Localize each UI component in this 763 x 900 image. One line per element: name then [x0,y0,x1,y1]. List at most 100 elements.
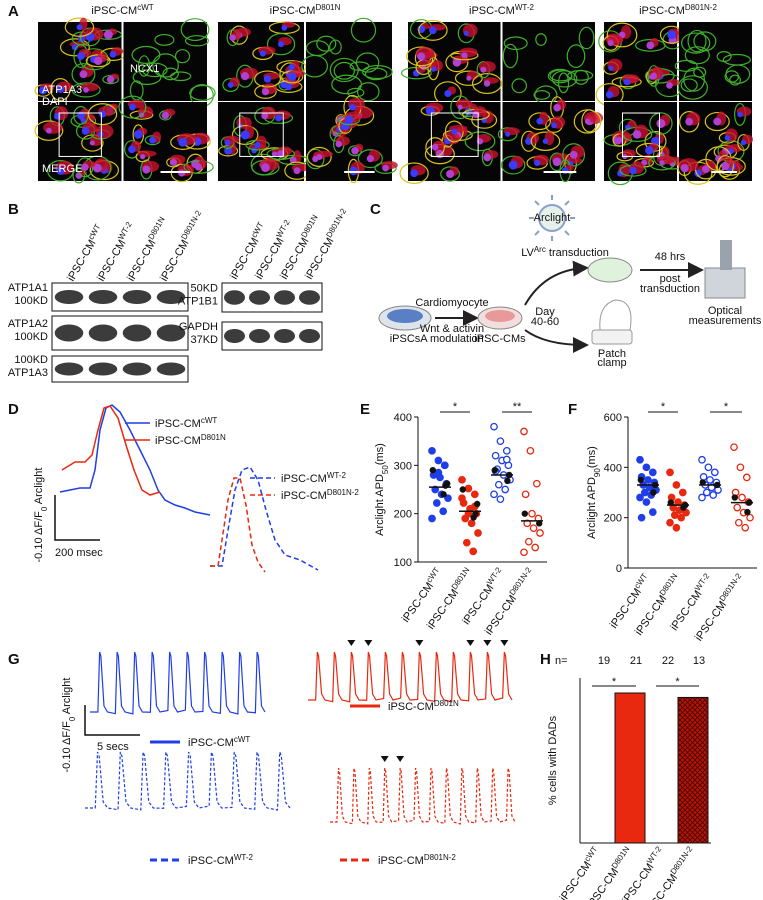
nucleus [382,164,389,172]
data-point [524,537,533,546]
data-point [710,468,719,477]
nucleus [103,30,113,40]
trace [59,404,211,516]
nucleus [480,66,487,73]
band [88,290,118,304]
cell-membrane [47,160,74,182]
cell-membrane [399,162,429,184]
band [54,324,84,342]
text-part: 90 [593,468,602,477]
text-part: cWT [249,220,265,239]
stain [95,124,114,139]
data-point [520,427,528,436]
text-part: LV [521,247,534,259]
nucleus [659,160,665,166]
nucleus [569,150,578,159]
data-point [702,488,711,497]
n-label: n= [555,655,568,667]
text-part: D801N-2 [668,844,694,876]
band [274,329,295,343]
text-part: iPSC-CM [95,238,128,284]
text-part: D801N-2 [179,208,203,241]
nucleus [737,111,743,118]
cell-membrane [680,78,698,92]
data-point [672,523,681,532]
band [122,362,152,376]
text-part: D801N-2 [507,565,533,597]
data-point [528,509,536,518]
cell-membrane [183,160,214,174]
y-tick-label: 600 [604,412,622,424]
legend-label: iPSC-CMD801N [388,699,459,714]
data-point-highlight [650,489,657,496]
nucleus [128,145,136,154]
data-point [666,518,674,527]
nucleus [76,24,83,31]
cell-membrane [533,90,551,100]
nucleus [584,118,591,125]
cell-membrane [306,148,325,170]
band [274,290,295,305]
text-part: WT-2 [234,853,254,862]
text-part: iPSC-CM [378,855,424,867]
band [156,324,186,342]
nucleus [629,166,637,175]
nucleus [194,163,203,171]
text-part: 0 [68,716,77,721]
cell-membrane [722,53,751,66]
cell-membrane [64,17,95,37]
text-part: iPSC-CM [585,866,621,900]
cell-membrane [59,38,90,57]
cell-membrane [716,155,734,178]
stain [136,150,157,157]
cell-membrane [118,95,147,119]
panel-letter: B [8,201,19,218]
dad-arrow [380,756,389,762]
text-part: D801N [315,3,340,12]
n-value: 22 [662,655,674,667]
data-point [434,468,443,477]
data-point [491,451,500,460]
nucleus [133,130,143,139]
nucleus [45,127,52,134]
data-point [521,490,530,499]
nucleus [429,26,437,35]
text-part: D801N-2 [717,571,743,603]
data-point [428,446,436,455]
data-point [642,463,651,472]
legend-label: iPSC-CMD801N-2 [378,853,456,868]
nucleus [349,166,358,176]
data-point [439,507,448,516]
data-point-highlight [680,504,687,511]
data-point [523,519,532,528]
panel-letter: G [8,651,20,668]
text-part: 50 [381,465,390,474]
text-part: iPSC-CM [158,238,191,284]
legend-label: iPSC-CMWT-2 [188,853,254,868]
cell-membrane [132,69,162,85]
virus [538,204,566,232]
cell-membrane [34,120,64,141]
cell-membrane [357,82,380,102]
text-part: WT-2 [693,571,712,592]
nucleus [605,90,614,99]
data-point [742,473,751,482]
text-part: 0 [40,506,49,511]
data-point [490,490,498,499]
data-point [734,518,743,527]
y-axis-label: Arclight APD50(ms) [374,443,390,536]
patch-rig [591,329,633,345]
bar [677,696,709,844]
n-value: 21 [630,655,642,667]
data-point [637,513,646,522]
virus-label: Arclight [534,212,571,224]
blot-label: 100KD [14,331,48,343]
cell-membrane [578,26,595,50]
data-point [458,475,466,484]
y-tick-label: 100 [394,557,412,569]
data-point [640,488,649,497]
band [54,290,84,304]
legend-label: iPSC-CMcWT [188,735,250,750]
text-part: WT-2 [274,218,292,240]
